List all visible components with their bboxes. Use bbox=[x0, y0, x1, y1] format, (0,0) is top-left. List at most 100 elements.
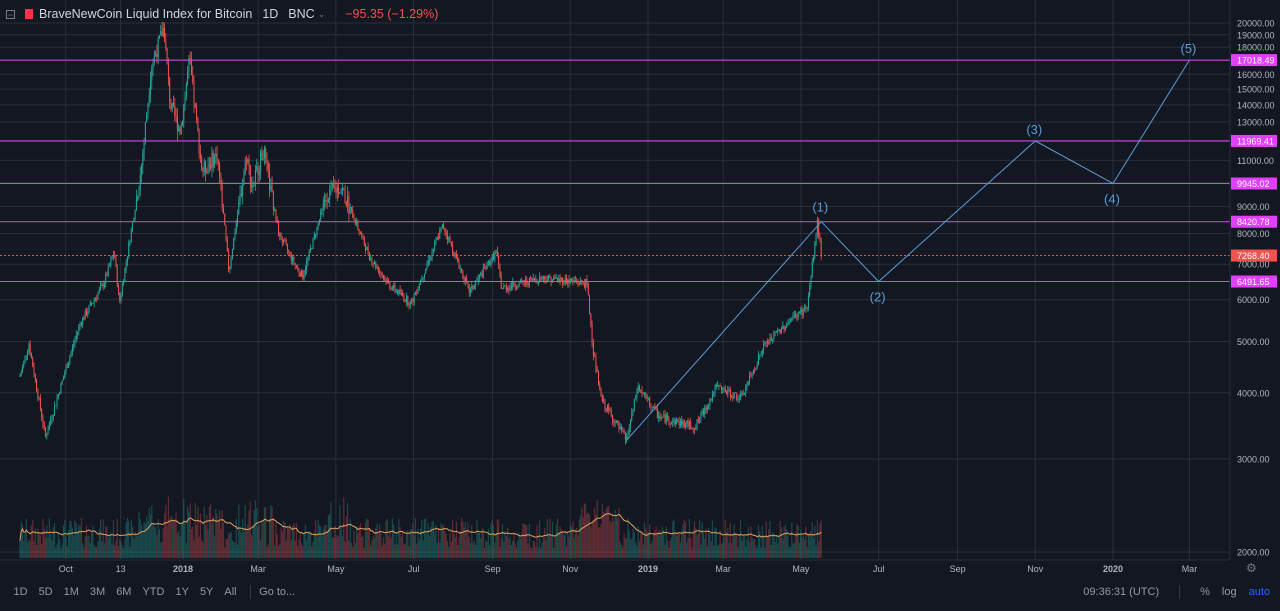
candle-body bbox=[704, 407, 706, 415]
candle-body bbox=[94, 298, 96, 300]
volume-bar bbox=[97, 541, 99, 558]
candle-body bbox=[801, 309, 803, 315]
candle-body bbox=[389, 282, 391, 289]
volume-bar bbox=[265, 507, 267, 558]
candle-body bbox=[409, 301, 411, 306]
candle-body bbox=[665, 415, 667, 423]
candle-body bbox=[70, 351, 72, 357]
volume-bar bbox=[559, 526, 561, 558]
volume-bar bbox=[439, 542, 441, 558]
candle-body bbox=[645, 393, 647, 397]
volume-bar bbox=[62, 525, 65, 558]
volume-bar bbox=[412, 522, 414, 558]
range-ytd[interactable]: YTD bbox=[142, 586, 165, 598]
volume-bar bbox=[151, 505, 153, 558]
candle-body bbox=[444, 228, 446, 233]
volume-bar bbox=[742, 535, 744, 558]
candle-body bbox=[393, 285, 395, 289]
candle-body bbox=[384, 277, 386, 279]
range-1y[interactable]: 1Y bbox=[175, 586, 189, 598]
percent-toggle[interactable]: % bbox=[1200, 586, 1210, 598]
candle-body bbox=[699, 419, 701, 422]
symbol-title[interactable]: BraveNewCoin Liquid Index for Bitcoin bbox=[39, 7, 253, 21]
volume-bar bbox=[227, 533, 230, 558]
goto-button[interactable]: Go to... bbox=[259, 586, 296, 598]
volume-bar bbox=[243, 531, 245, 558]
volume-bar bbox=[178, 530, 180, 558]
volume-bar bbox=[71, 527, 74, 558]
range-all[interactable]: All bbox=[224, 586, 237, 598]
volume-bar bbox=[649, 524, 651, 558]
candle-body bbox=[324, 199, 326, 202]
volume-bar bbox=[430, 527, 432, 558]
range-5d[interactable]: 5D bbox=[38, 586, 53, 598]
gear-icon[interactable]: ⚙ bbox=[1246, 561, 1257, 575]
volume-bar bbox=[317, 520, 319, 558]
volume-bar bbox=[190, 529, 193, 558]
volume-bar bbox=[371, 540, 373, 558]
candle-body bbox=[600, 388, 602, 397]
volume-bar bbox=[773, 535, 775, 558]
volume-bar bbox=[225, 539, 227, 558]
range-6m[interactable]: 6M bbox=[116, 586, 132, 598]
range-1d[interactable]: 1D bbox=[13, 586, 28, 598]
candle-body bbox=[184, 96, 186, 105]
volume-bar bbox=[590, 526, 592, 558]
volume-bar bbox=[330, 501, 332, 558]
volume-bar bbox=[106, 526, 108, 558]
volume-bar bbox=[681, 530, 683, 558]
candle-body bbox=[544, 276, 546, 279]
range-1m[interactable]: 1M bbox=[63, 586, 79, 598]
log-toggle[interactable]: log bbox=[1221, 586, 1237, 598]
volume-bar bbox=[373, 538, 376, 558]
volume-bar bbox=[537, 546, 539, 558]
range-3m[interactable]: 3M bbox=[89, 586, 106, 598]
exchange-label[interactable]: BNC bbox=[288, 7, 315, 21]
volume-bar bbox=[582, 517, 584, 558]
volume-bar bbox=[281, 531, 283, 558]
volume-bar bbox=[391, 518, 394, 558]
candle-body bbox=[685, 424, 687, 428]
candle-body bbox=[74, 339, 76, 345]
volume-bar bbox=[757, 525, 760, 558]
candle-body bbox=[213, 156, 215, 167]
auto-toggle[interactable]: auto bbox=[1248, 586, 1270, 598]
candle-body bbox=[651, 407, 653, 409]
candle-body bbox=[160, 31, 162, 36]
volume-bar bbox=[759, 531, 761, 558]
candle-body bbox=[224, 213, 226, 226]
range-5y[interactable]: 5Y bbox=[199, 586, 214, 598]
candle-body bbox=[193, 82, 195, 105]
collapse-icon[interactable]: − bbox=[6, 9, 15, 20]
volume-bar bbox=[210, 504, 212, 558]
candle-body bbox=[262, 158, 264, 161]
candle-body bbox=[452, 244, 454, 253]
candle-body bbox=[109, 265, 111, 267]
candle-body bbox=[548, 275, 550, 281]
volume-bar bbox=[211, 523, 213, 558]
candle-body bbox=[87, 311, 89, 316]
candle-body bbox=[289, 251, 291, 254]
volume-bar bbox=[208, 506, 210, 558]
volume-bar bbox=[275, 523, 277, 558]
candle-body bbox=[111, 257, 113, 260]
volume-bar bbox=[524, 524, 527, 558]
volume-bar bbox=[551, 521, 554, 558]
candle-body bbox=[37, 390, 39, 399]
candle-body bbox=[294, 263, 296, 266]
candle-body bbox=[345, 202, 347, 206]
candle-body bbox=[709, 398, 711, 406]
volume-bar bbox=[334, 526, 336, 558]
candle-body bbox=[587, 283, 589, 295]
candle-body bbox=[769, 337, 771, 344]
volume-bar bbox=[700, 544, 702, 558]
candle-body bbox=[490, 261, 492, 265]
volume-bar bbox=[212, 516, 214, 558]
interval-label[interactable]: 1D bbox=[262, 7, 279, 21]
candle-body bbox=[642, 393, 644, 395]
candle-body bbox=[269, 170, 271, 190]
volume-bar bbox=[353, 530, 355, 558]
chevron-down-icon[interactable]: ⌄ bbox=[317, 8, 326, 19]
